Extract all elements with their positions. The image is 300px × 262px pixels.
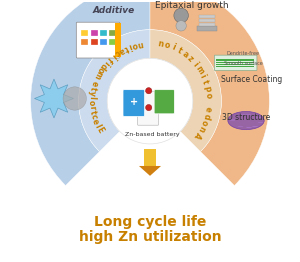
Text: d: d: [201, 112, 212, 120]
Circle shape: [146, 88, 152, 94]
Ellipse shape: [228, 111, 264, 130]
Text: i: i: [170, 43, 176, 52]
Text: Long cycle life: Long cycle life: [94, 215, 206, 229]
Text: i: i: [191, 60, 200, 68]
Bar: [144, 149, 156, 166]
Text: d: d: [98, 61, 109, 71]
Text: t: t: [200, 79, 210, 85]
Text: o: o: [87, 100, 96, 105]
Text: c: c: [89, 113, 99, 120]
Text: A: A: [193, 130, 203, 140]
Polygon shape: [139, 166, 161, 176]
Text: o: o: [95, 65, 106, 75]
Text: n: n: [136, 39, 143, 48]
Text: e: e: [90, 117, 101, 125]
Bar: [216, 64, 254, 65]
Text: p: p: [202, 85, 212, 92]
Text: l: l: [87, 96, 96, 99]
Text: r: r: [87, 105, 97, 110]
Text: a: a: [180, 49, 190, 60]
Text: i: i: [102, 58, 111, 66]
Bar: [216, 62, 254, 63]
Bar: [216, 58, 254, 59]
Bar: [91, 39, 98, 45]
FancyBboxPatch shape: [137, 91, 159, 125]
Text: c: c: [113, 48, 122, 58]
Text: t: t: [88, 110, 98, 115]
FancyBboxPatch shape: [214, 55, 257, 70]
Text: z: z: [186, 54, 195, 64]
FancyBboxPatch shape: [154, 90, 174, 114]
Wedge shape: [79, 30, 150, 151]
Bar: [109, 30, 116, 36]
Text: t: t: [176, 46, 183, 56]
Text: t: t: [122, 43, 129, 53]
Wedge shape: [150, 30, 221, 151]
Text: i: i: [198, 73, 207, 79]
Bar: [109, 39, 116, 45]
Text: m: m: [92, 69, 104, 80]
Text: y: y: [87, 90, 97, 96]
Bar: [115, 23, 121, 57]
Text: e: e: [89, 79, 100, 87]
Text: Zn-based battery: Zn-based battery: [125, 132, 180, 137]
Circle shape: [107, 58, 193, 144]
Text: l: l: [92, 123, 102, 129]
Bar: [91, 30, 98, 36]
Bar: [100, 39, 107, 45]
Circle shape: [174, 8, 188, 23]
Text: Dendrite-free: Dendrite-free: [227, 51, 260, 56]
Bar: [199, 15, 215, 18]
Text: Smooth surface: Smooth surface: [224, 61, 263, 66]
Bar: [199, 23, 215, 26]
Circle shape: [146, 105, 152, 111]
Text: o: o: [163, 40, 171, 50]
Text: f: f: [106, 54, 114, 63]
Wedge shape: [31, 0, 150, 185]
FancyBboxPatch shape: [76, 22, 120, 58]
Bar: [81, 39, 88, 45]
Text: Epitaxial growth: Epitaxial growth: [155, 1, 228, 10]
Text: n: n: [157, 39, 164, 48]
Bar: [216, 60, 254, 61]
Text: +: +: [130, 97, 138, 107]
Text: o: o: [131, 40, 139, 50]
Text: n: n: [196, 124, 207, 133]
Text: 3D structure: 3D structure: [222, 113, 270, 122]
Text: m: m: [193, 64, 205, 75]
Bar: [81, 30, 88, 36]
Bar: [100, 30, 107, 36]
Text: e: e: [203, 106, 213, 112]
Bar: [197, 26, 218, 31]
Circle shape: [176, 21, 186, 31]
Text: E: E: [94, 126, 105, 135]
Text: Additive: Additive: [92, 6, 135, 15]
Text: a: a: [117, 45, 126, 55]
Text: high Zn utilization: high Zn utilization: [79, 230, 221, 244]
Text: i: i: [128, 41, 133, 51]
Polygon shape: [34, 79, 74, 118]
Bar: [199, 19, 215, 22]
Text: Surface Coating: Surface Coating: [220, 75, 282, 84]
Bar: [216, 66, 254, 67]
Text: i: i: [110, 51, 117, 60]
FancyBboxPatch shape: [123, 90, 145, 116]
Circle shape: [63, 87, 86, 110]
Text: o: o: [203, 92, 213, 99]
Text: t: t: [88, 85, 98, 91]
Text: o: o: [199, 118, 209, 127]
Wedge shape: [150, 0, 269, 185]
